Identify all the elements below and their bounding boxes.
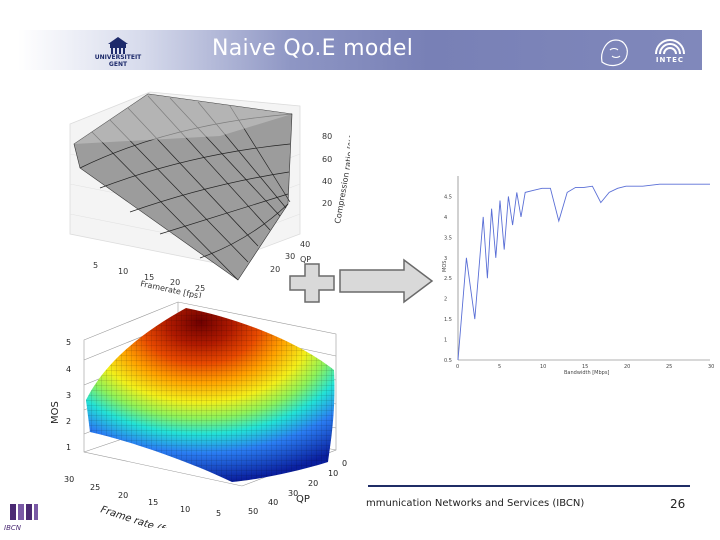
ibcn-logo-text: IBCN xyxy=(4,524,21,532)
mos-y-tick-40: 40 xyxy=(268,498,278,507)
x-tick-15: 15 xyxy=(144,273,154,282)
x-tick-25: 25 xyxy=(195,284,205,293)
line-chart-y-tick: 2 xyxy=(444,297,447,303)
z-axis-label: Compression ratio [%] xyxy=(333,135,350,225)
mos-y-tick-0: 0 xyxy=(342,459,347,468)
mos-x-tick-30: 30 xyxy=(64,475,74,484)
line-chart-y-tick: 3.5 xyxy=(444,235,452,241)
mos-y-tick-30: 30 xyxy=(288,489,298,498)
page-title: Naive Qo.E model xyxy=(212,36,414,61)
y-axis-label: QP xyxy=(300,255,311,264)
portrait-sketch-icon xyxy=(601,39,628,67)
mos-z-tick-2: 2 xyxy=(66,417,71,426)
line-chart-x-tick: 20 xyxy=(624,364,630,370)
line-chart-x-tick: 30 xyxy=(708,364,714,370)
title-banner xyxy=(18,30,702,70)
right-arrow-icon xyxy=(339,258,434,304)
z-tick-40: 40 xyxy=(322,177,332,186)
line-chart-x-tick: 15 xyxy=(582,364,588,370)
line-chart-x-tick: 5 xyxy=(498,364,501,370)
line-chart-x-label: Bandwidth [Mbps] xyxy=(564,370,609,376)
line-chart-y-tick: 4 xyxy=(444,215,447,221)
mos-surface-plot: 5 4 3 2 1 30 25 20 15 10 5 0 10 20 30 40… xyxy=(50,301,347,528)
x-tick-20: 20 xyxy=(170,278,180,287)
line-chart-y-tick: 2.5 xyxy=(444,276,452,282)
mos-z-tick-3: 3 xyxy=(66,391,71,400)
line-chart-y-tick: 4.5 xyxy=(444,194,452,200)
mos-x-tick-10: 10 xyxy=(180,505,190,514)
mos-y-tick-50: 50 xyxy=(248,507,258,516)
plus-icon xyxy=(289,263,335,303)
mos-x-tick-25: 25 xyxy=(90,483,100,492)
line-chart-x-tick: 0 xyxy=(456,364,459,370)
university-logo-text: UNIVERSITEIT GENT xyxy=(94,54,142,68)
ibcn-logo-icon xyxy=(10,504,38,520)
line-chart-y-tick: 1.5 xyxy=(444,317,452,323)
z-tick-80: 80 xyxy=(322,132,332,141)
line-chart-y-label: MOS xyxy=(442,261,448,272)
line-chart-y-tick: 0.5 xyxy=(444,358,452,364)
mos-y-tick-20: 20 xyxy=(308,479,318,488)
z-tick-20: 20 xyxy=(322,199,332,208)
mos-z-axis-label: MOS xyxy=(50,401,61,424)
line-chart-x-tick: 10 xyxy=(540,364,546,370)
intec-logo-icon xyxy=(655,39,685,55)
mos-z-tick-4: 4 xyxy=(66,365,71,374)
x-tick-5: 5 xyxy=(93,261,98,270)
y-tick-30: 30 xyxy=(285,252,295,261)
mos-z-tick-5: 5 xyxy=(66,338,71,347)
university-logo-icon xyxy=(108,37,128,54)
z-tick-60: 60 xyxy=(322,155,332,164)
line-chart-x-tick: 25 xyxy=(666,364,672,370)
footer-rule xyxy=(368,485,690,487)
mos-vs-bandwidth-line-chart: 0 5 10 15 20 25 30 4.5 4 3.5 3 2.5 2 1.5 1 0.5 Bandwidt… xyxy=(442,176,714,376)
mos-x-tick-5: 5 xyxy=(216,509,221,518)
mos-x-axis-label: Frame rate (fps) xyxy=(99,504,180,528)
mos-series-line xyxy=(457,183,710,361)
footer-caption: mmunication Networks and Services (IBCN) xyxy=(366,498,585,509)
x-tick-10: 10 xyxy=(118,267,128,276)
mos-y-tick-10: 10 xyxy=(328,469,338,478)
page-number: 26 xyxy=(670,497,686,511)
mos-y-axis-label: QP xyxy=(296,494,310,505)
mos-z-tick-1: 1 xyxy=(66,443,71,452)
y-tick-40: 40 xyxy=(300,240,310,249)
y-tick-20: 20 xyxy=(270,265,280,274)
line-chart-y-tick: 1 xyxy=(444,338,447,344)
mos-x-tick-15: 15 xyxy=(148,498,158,507)
mos-x-tick-20: 20 xyxy=(118,491,128,500)
line-chart-y-tick: 3 xyxy=(444,256,447,262)
compression-ratio-surface-plot: 80 60 40 20 5 10 15 20 25 40 30 20 Compr… xyxy=(69,91,350,298)
intec-logo-text: INTEC xyxy=(655,56,685,64)
